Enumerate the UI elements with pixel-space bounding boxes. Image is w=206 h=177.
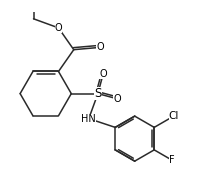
Text: O: O	[99, 69, 107, 79]
Text: HN: HN	[81, 114, 96, 124]
Text: F: F	[169, 155, 174, 165]
Text: O: O	[96, 42, 104, 52]
Text: S: S	[94, 87, 102, 100]
Text: O: O	[113, 94, 121, 104]
Text: HN: HN	[81, 114, 96, 124]
Text: O: O	[55, 23, 62, 33]
Text: Cl: Cl	[169, 111, 179, 121]
